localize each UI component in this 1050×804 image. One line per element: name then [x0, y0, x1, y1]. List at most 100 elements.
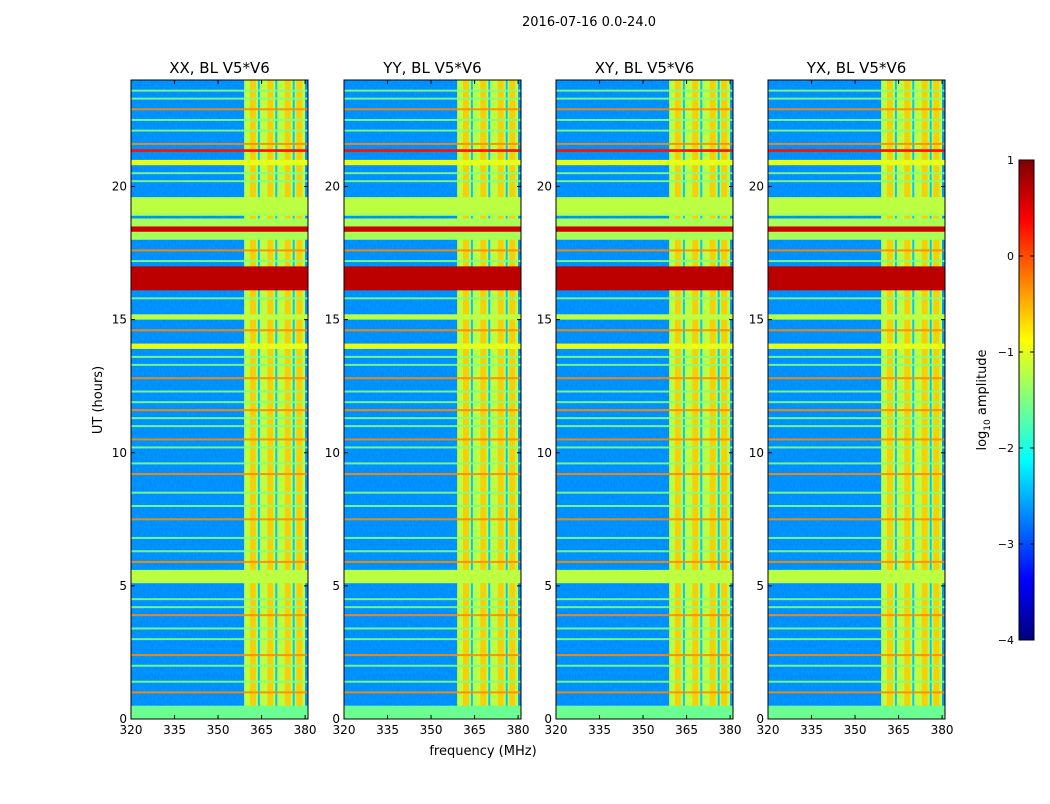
- rfi-line: [344, 654, 521, 657]
- panel-frame: [343, 79, 522, 720]
- horizontal-band: [344, 314, 521, 320]
- rfi-line: [556, 401, 733, 404]
- heatmap-cells: [556, 80, 733, 719]
- rfi-line: [556, 664, 733, 667]
- colorbar-label: log10 amplitude: [975, 349, 993, 450]
- rfi-line: [768, 180, 945, 183]
- x-tick-label: 365: [463, 723, 486, 737]
- rfi-line: [131, 425, 308, 428]
- horizontal-band: [768, 343, 945, 349]
- rfi-line: [131, 172, 308, 175]
- rfi-line: [344, 108, 521, 111]
- rfi-line: [344, 691, 521, 694]
- rfi-line: [556, 355, 733, 358]
- rfi-line: [556, 505, 733, 507]
- rfi-line: [768, 329, 945, 332]
- rfi-line: [131, 473, 308, 476]
- x-tick-label: 320: [120, 723, 143, 737]
- horizontal-band: [556, 266, 733, 291]
- rfi-line: [344, 89, 521, 92]
- rfi-line: [344, 297, 521, 300]
- horizontal-band: [131, 266, 308, 291]
- bright-channel: [904, 80, 911, 719]
- rfi-line: [556, 108, 733, 111]
- rfi-line: [344, 118, 521, 121]
- rfi-line: [768, 108, 945, 111]
- rfi-line: [556, 560, 733, 563]
- horizontal-band: [768, 314, 945, 320]
- rfi-line: [131, 550, 308, 553]
- rfi-line: [768, 118, 945, 121]
- rfi-line: [131, 108, 308, 111]
- horizontal-band: [556, 197, 733, 214]
- channel-gap: [682, 80, 685, 719]
- rfi-line: [131, 355, 308, 358]
- rfi-line: [344, 329, 521, 332]
- rfi-line: [556, 97, 733, 100]
- horizontal-band: [768, 705, 945, 719]
- rfi-line: [768, 89, 945, 92]
- horizontal-band: [768, 159, 945, 166]
- rfi-line: [556, 390, 733, 393]
- y-tick-label: 15: [749, 313, 764, 327]
- figure-suptitle: 2016-07-16 0.0-24.0: [522, 15, 656, 30]
- horizontal-band: [131, 314, 308, 320]
- channel-gap: [505, 80, 508, 719]
- x-tick-label: 335: [163, 723, 186, 737]
- panel-title: XX, BL V5*V6: [169, 59, 270, 77]
- rfi-line: [344, 172, 521, 175]
- rfi-line: [344, 425, 521, 428]
- rfi-line: [556, 638, 733, 641]
- channel-gap: [700, 80, 703, 719]
- panel-title: YY, BL V5*V6: [382, 59, 481, 77]
- bright-channel: [249, 80, 256, 719]
- rfi-line: [768, 446, 945, 449]
- panel-yy: YY, BL V5*V6 320 335 350 365 380 0 5 10 15 20: [325, 59, 530, 737]
- x-tick-label: 320: [545, 723, 568, 737]
- bright-channel: [284, 80, 291, 719]
- rfi-line: [556, 118, 733, 121]
- x-tick-label: 350: [632, 723, 655, 737]
- y-tick-label: 15: [325, 313, 340, 327]
- rfi-line: [344, 536, 521, 539]
- rfi-line: [131, 89, 308, 92]
- rfi-line: [768, 664, 945, 667]
- y-tick-label: 0: [544, 712, 552, 726]
- heatmap-cells: [344, 80, 521, 719]
- colorbar-label-prefix: log: [975, 431, 990, 451]
- rfi-line: [768, 401, 945, 404]
- rfi-line: [131, 638, 308, 641]
- rfi-line: [131, 680, 308, 683]
- rfi-line: [556, 89, 733, 92]
- colorbar-tick-label: 0: [1007, 250, 1014, 263]
- rfi-line: [556, 654, 733, 657]
- rfi-line: [131, 180, 308, 183]
- rfi-line: [556, 598, 733, 601]
- rfi-line: [556, 417, 733, 420]
- rfi-line: [131, 118, 308, 121]
- y-tick-label: 5: [756, 579, 764, 593]
- rfi-line: [131, 363, 308, 366]
- rfi-line: [131, 536, 308, 539]
- y-tick-label: 0: [332, 712, 340, 726]
- rfi-line: [344, 518, 521, 521]
- x-tick-label: 350: [420, 723, 443, 737]
- rfi-line: [344, 355, 521, 358]
- y-axis-label: UT (hours): [91, 366, 106, 434]
- rfi-line: [131, 518, 308, 521]
- rfi-line: [131, 401, 308, 404]
- rfi-line: [344, 260, 521, 263]
- horizontal-band: [768, 149, 945, 152]
- channel-gap: [912, 80, 915, 719]
- rfi-line: [344, 438, 521, 441]
- rfi-line: [556, 446, 733, 449]
- rfi-line: [131, 446, 308, 449]
- x-tick-label: 380: [294, 723, 317, 737]
- colorbar-label-sub: 10: [983, 419, 993, 431]
- bright-channel: [480, 80, 487, 719]
- panel-title: YX, BL V5*V6: [806, 59, 907, 77]
- channel-gap: [470, 80, 473, 719]
